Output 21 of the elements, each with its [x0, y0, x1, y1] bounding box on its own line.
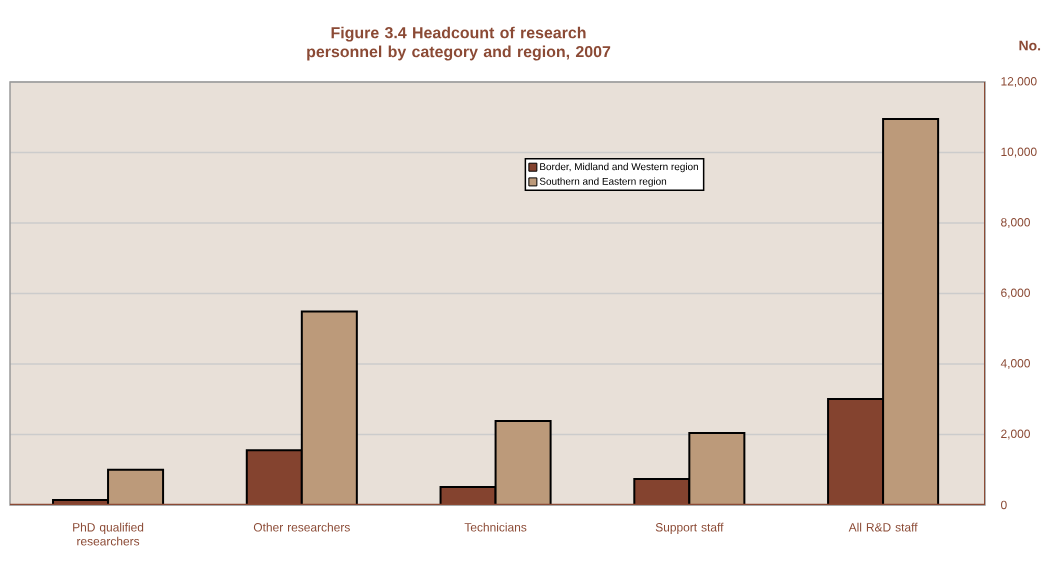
x-tick-label: Support staff: [655, 522, 724, 534]
x-tick-label: PhD qualified researchers: [73, 522, 144, 546]
bar: [494, 420, 552, 505]
bar: [688, 432, 746, 505]
x-tick-label: All R&D staff: [848, 522, 918, 532]
legend-label: Border, Midland and Western region: [540, 162, 698, 173]
y-tick-label: 2,000: [1001, 429, 1030, 440]
y-tick-label: 8,000: [1001, 218, 1030, 228]
y-tick-label: 6,000: [1001, 288, 1030, 299]
bar: [107, 468, 165, 505]
bar: [882, 118, 940, 505]
y-tick-label: 4,000: [1000, 359, 1030, 369]
y-tick-label: 10,000: [1001, 147, 1037, 158]
chart-title: Figure 3.4 Headcount of research personnel by category and region, 2007: [307, 26, 611, 61]
legend-label: Southern and Eastern region: [539, 177, 667, 187]
y-tick-label: 12,000: [1001, 77, 1037, 87]
y-tick-label: 0: [1001, 500, 1007, 510]
bar: [300, 310, 358, 505]
y-axis-title: No.: [1019, 40, 1041, 51]
x-tick-label: Technicians: [464, 522, 527, 532]
x-tick-label: Other researchers: [253, 522, 350, 532]
